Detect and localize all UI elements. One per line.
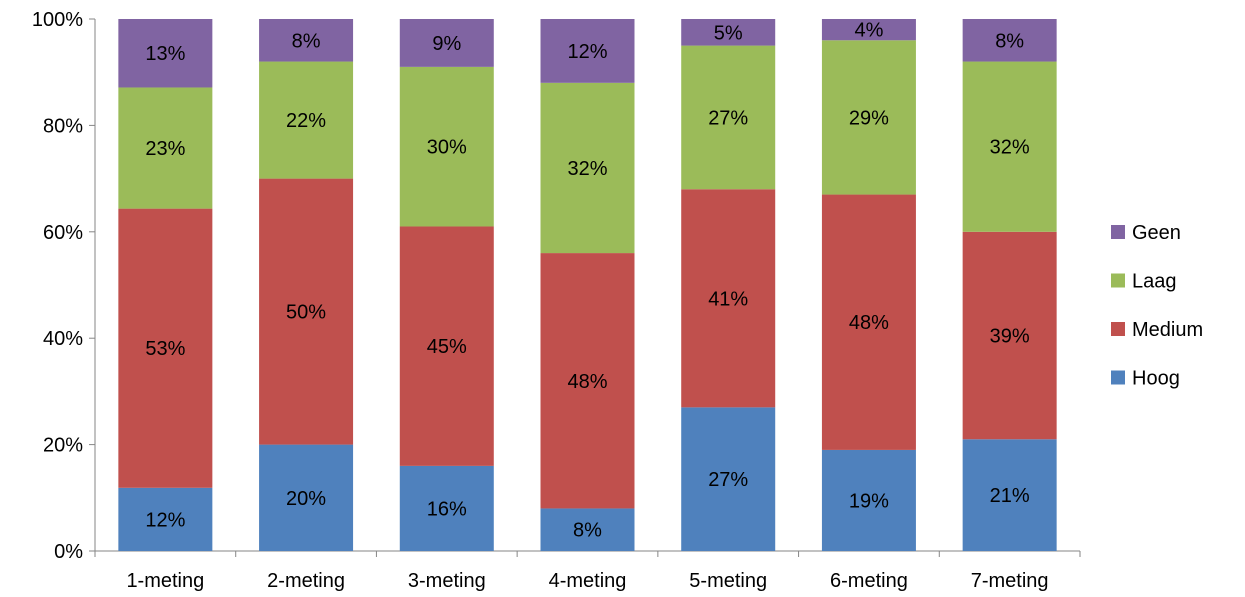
x-tick-label: 1-meting bbox=[126, 570, 204, 592]
bar-segment-laag bbox=[681, 45, 776, 190]
bar-segment-geen bbox=[821, 19, 916, 41]
bar-segment-laag bbox=[962, 61, 1057, 232]
data-label: 5% bbox=[714, 22, 743, 44]
bar-segment-medium bbox=[681, 189, 776, 408]
bar-segment-laag bbox=[399, 66, 494, 227]
legend-item-geen: Geen bbox=[1111, 222, 1181, 244]
legend-item-laag: Laag bbox=[1111, 271, 1177, 293]
bar-segment-hoog bbox=[821, 449, 916, 551]
bar-segment-hoog bbox=[399, 465, 494, 551]
bar-segment-geen bbox=[259, 19, 354, 62]
x-tick-label: 7-meting bbox=[971, 570, 1049, 592]
bar-stack-3-meting: 16% 45% 30% 9% bbox=[399, 19, 494, 551]
bar-stack-7-meting: 21% 39% 32% 8% bbox=[962, 19, 1057, 551]
data-label: 12% bbox=[567, 41, 607, 63]
data-label: 8% bbox=[995, 30, 1024, 52]
bar-stack-5-meting: 27% 41% 27% 5% bbox=[681, 19, 776, 551]
data-label: 32% bbox=[567, 158, 607, 180]
data-label: 50% bbox=[286, 302, 326, 324]
bar-segment-geen bbox=[962, 19, 1057, 62]
bar-segment-hoog bbox=[681, 407, 776, 551]
x-tick-label: 5-meting bbox=[689, 570, 767, 592]
y-tick-label: 60% bbox=[43, 222, 83, 244]
bars: 12% 53% 23% 13% 20% 50% 22% 8% 16% 45% 30% 9% 8% 48% 3… bbox=[118, 19, 1057, 551]
data-label: 4% bbox=[854, 20, 883, 42]
legend-item-hoog: Hoog bbox=[1111, 368, 1180, 390]
bar-segment-geen bbox=[681, 19, 776, 46]
legend: Geen Laag Medium Hoog bbox=[1111, 222, 1203, 390]
x-tick-label: 6-meting bbox=[830, 570, 908, 592]
legend-label: Medium bbox=[1132, 319, 1203, 341]
data-label: 13% bbox=[145, 43, 185, 65]
bar-segment-medium bbox=[259, 178, 354, 445]
bar-segment-hoog bbox=[118, 487, 213, 551]
bar-segment-hoog bbox=[962, 439, 1057, 551]
data-label: 27% bbox=[708, 469, 748, 491]
bar-segment-geen bbox=[118, 19, 213, 88]
legend-swatch bbox=[1111, 273, 1125, 288]
data-label: 48% bbox=[567, 371, 607, 393]
data-label: 19% bbox=[849, 490, 889, 512]
bar-stack-1-meting: 12% 53% 23% 13% bbox=[118, 19, 213, 551]
legend-swatch bbox=[1111, 322, 1125, 336]
x-tick-label: 2-meting bbox=[267, 570, 345, 592]
data-label: 41% bbox=[708, 288, 748, 310]
data-label: 53% bbox=[145, 338, 185, 360]
y-tick-label: 80% bbox=[43, 115, 83, 137]
bar-segment-laag bbox=[821, 40, 916, 195]
x-axis: 1-meting 2-meting 3-meting 4-meting 5-meting… bbox=[94, 550, 1081, 592]
bar-stack-2-meting: 20% 50% 22% 8% bbox=[259, 19, 354, 551]
legend-swatch bbox=[1111, 225, 1125, 239]
data-label: 45% bbox=[427, 336, 467, 358]
bar-segment-geen bbox=[399, 19, 494, 67]
bar-segment-laag bbox=[259, 61, 354, 179]
data-label: 48% bbox=[849, 312, 889, 334]
data-label: 8% bbox=[573, 520, 602, 542]
data-label: 16% bbox=[427, 498, 467, 520]
x-tick-label: 3-meting bbox=[408, 570, 486, 592]
bar-stack-6-meting: 19% 48% 29% 4% bbox=[821, 19, 916, 551]
bar-segment-medium bbox=[399, 226, 494, 466]
data-label: 39% bbox=[990, 326, 1030, 348]
bar-segment-hoog bbox=[259, 444, 354, 551]
bar-segment-medium bbox=[118, 208, 213, 488]
y-tick-label: 40% bbox=[43, 328, 83, 350]
bar-segment-medium bbox=[821, 194, 916, 450]
data-label: 32% bbox=[990, 137, 1030, 159]
bar-segment-laag bbox=[118, 87, 213, 209]
legend-label: Geen bbox=[1132, 222, 1181, 244]
data-label: 22% bbox=[286, 110, 326, 132]
legend-swatch bbox=[1111, 370, 1125, 385]
data-label: 30% bbox=[427, 137, 467, 159]
legend-label: Hoog bbox=[1132, 368, 1180, 390]
legend-item-medium: Medium bbox=[1111, 319, 1203, 341]
data-label: 9% bbox=[432, 33, 461, 55]
x-tick-label: 4-meting bbox=[549, 570, 627, 592]
data-label: 8% bbox=[292, 30, 321, 52]
y-tick-label: 100% bbox=[32, 9, 83, 31]
bar-segment-geen bbox=[540, 19, 635, 83]
y-axis: 0% 20% 40% 60% 80% 100% bbox=[32, 9, 96, 563]
bar-segment-laag bbox=[540, 82, 635, 254]
data-label: 20% bbox=[286, 488, 326, 510]
bar-segment-hoog bbox=[540, 508, 635, 551]
y-tick-label: 20% bbox=[43, 435, 83, 457]
bar-segment-medium bbox=[962, 231, 1057, 440]
data-label: 12% bbox=[145, 509, 185, 531]
data-label: 21% bbox=[990, 485, 1030, 507]
y-tick-label: 0% bbox=[54, 541, 83, 563]
data-label: 29% bbox=[849, 107, 889, 129]
legend-label: Laag bbox=[1132, 271, 1177, 293]
bar-segment-medium bbox=[540, 253, 635, 509]
bar-stack-4-meting: 8% 48% 32% 12% bbox=[540, 19, 635, 551]
data-label: 27% bbox=[708, 107, 748, 129]
data-label: 23% bbox=[145, 138, 185, 160]
